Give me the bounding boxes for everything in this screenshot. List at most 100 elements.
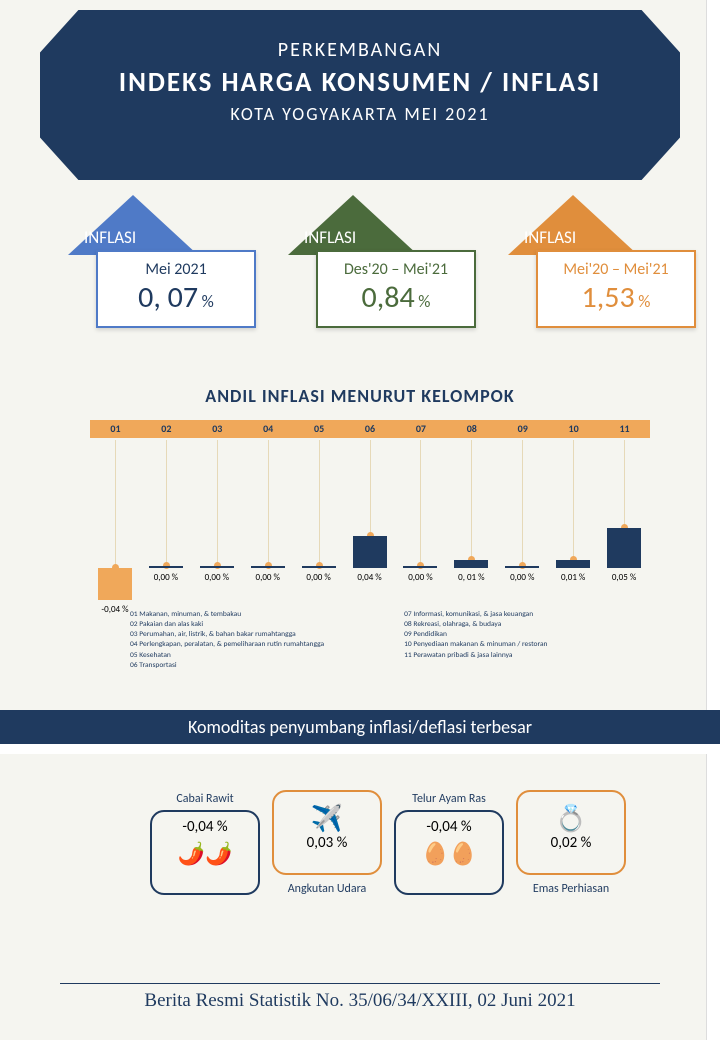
header-line2: INDEKS HARGA KONSUMEN / INFLASI (40, 66, 680, 99)
bar-column: 0,01 % (548, 438, 599, 593)
category-label: 06 (345, 420, 396, 438)
arrow-label: INFLASI (524, 227, 576, 248)
bar-stem (573, 440, 574, 558)
arrow-value: 1,53 % (538, 279, 694, 316)
bar-stem (217, 440, 218, 564)
bar-rect (353, 536, 387, 568)
legend-item: 01 Makanan, minuman, & tembakau (130, 610, 324, 620)
arrow-body: Mei'20 – Mei'211,53 % (536, 250, 696, 328)
commodity-card: 💍0,02 % (516, 790, 626, 875)
inflation-arrow-2: INFLASIMei'20 – Mei'211,53 % (500, 195, 700, 255)
bar-column: 0,00 % (294, 438, 345, 593)
chart-legend: 01 Makanan, minuman, & tembakau02 Pakaia… (130, 610, 547, 671)
chili-icon: 🌶️🌶️ (152, 840, 258, 867)
white-divider (0, 744, 720, 754)
arrow-label: INFLASI (84, 227, 136, 248)
category-label: 01 (90, 420, 141, 438)
arrow-label: INFLASI (304, 227, 356, 248)
ring-icon: 💍 (518, 802, 624, 834)
category-label: 04 (243, 420, 294, 438)
header-banner: PERKEMBANGAN INDEKS HARGA KONSUMEN / INF… (40, 10, 680, 180)
arrow-body: Des'20 – Mei'210,84 % (316, 250, 476, 328)
commodities-row: -0,04 % 🌶️🌶️ Cabai Rawit ✈️0,03 % Angkutan U… (0, 790, 720, 960)
bar-rect (302, 566, 336, 568)
bar-stem (522, 440, 523, 564)
bar-rect (505, 566, 539, 568)
bar-column: 0, 01 % (446, 438, 497, 593)
bar-stem (166, 440, 167, 564)
commodity-card: -0,04 % 🥚🥚 (394, 810, 504, 895)
bar-stem (115, 440, 116, 566)
bar-rect (454, 560, 488, 568)
bar-stem (268, 440, 269, 564)
category-label: 07 (395, 420, 446, 438)
category-label: 02 (141, 420, 192, 438)
arrow-period: Mei'20 – Mei'21 (538, 260, 694, 279)
arrow-value: 0,84 % (318, 279, 474, 316)
commodity-card: -0,04 % 🌶️🌶️ (150, 810, 260, 895)
bar-rect (251, 566, 285, 568)
arrow-period: Des'20 – Mei'21 (318, 260, 474, 279)
category-label: 05 (294, 420, 345, 438)
bar-column: -0,04 % (90, 438, 141, 593)
category-label: 08 (446, 420, 497, 438)
arrow-stats-row: INFLASIMei 20210, 07 %INFLASIDes'20 – Me… (0, 195, 720, 375)
bar-column: 0,05 % (599, 438, 650, 593)
bar-stem (624, 440, 625, 526)
bar-column: 0,00 % (243, 438, 294, 593)
category-label: 10 (548, 420, 599, 438)
legend-left: 01 Makanan, minuman, & tembakau02 Pakaia… (130, 610, 324, 671)
arrow-period: Mei 2021 (98, 260, 254, 279)
inflation-arrow-1: INFLASIDes'20 – Mei'210,84 % (280, 195, 480, 255)
bar-rect (607, 528, 641, 568)
chart-area: 0102030405060708091011 -0,04 %0,00 %0,00… (90, 420, 650, 660)
komoditas-title-band: Komoditas penyumbang inflasi/deflasi ter… (0, 710, 720, 744)
commodity-value: 0,02 % (518, 834, 624, 852)
legend-right: 07 Informasi, komunikasi, & jasa keuanga… (404, 610, 547, 671)
footer-citation: Berita Resmi Statistik No. 35/06/34/XXII… (60, 983, 660, 1012)
arrow-body: Mei 20210, 07 % (96, 250, 256, 328)
bar-column: 0,00 % (497, 438, 548, 593)
arrow-value: 0, 07 % (98, 279, 254, 316)
bar-stem (471, 440, 472, 558)
category-label: 03 (192, 420, 243, 438)
bar-column: 0,00 % (192, 438, 243, 593)
chart-plot: -0,04 %0,00 %0,00 %0,00 %0,00 %0,04 %0,0… (90, 438, 650, 593)
bar-rect (556, 560, 590, 568)
chart-title: ANDIL INFLASI MENURUT KELOMPOK (0, 385, 720, 407)
legend-item: 08 Rekreasi, olahraga, & budaya (404, 620, 547, 630)
bar-stem (319, 440, 320, 564)
bar-column: 0,04 % (345, 438, 396, 593)
legend-item: 03 Perumahan, air, listrik, & bahan baka… (130, 630, 324, 640)
bar-rect (403, 566, 437, 568)
commodity-label: Cabai Rawit (150, 792, 260, 806)
bar-stem (420, 440, 421, 564)
legend-item: 07 Informasi, komunikasi, & jasa keuanga… (404, 610, 547, 620)
commodity-value: -0,04 % (152, 818, 258, 836)
commodity-label: Emas Perhiasan (516, 882, 626, 896)
plane-icon: ✈️ (274, 802, 380, 834)
legend-item: 09 Pendidikan (404, 630, 547, 640)
legend-item: 04 Perlengkapan, peralatan, & pemelihara… (130, 640, 324, 650)
commodity-value: -0,04 % (396, 818, 502, 836)
header-line1: PERKEMBANGAN (40, 38, 680, 62)
category-strip: 0102030405060708091011 (90, 420, 650, 438)
header-line3: KOTA YOGYAKARTA MEI 2021 (40, 103, 680, 125)
legend-item: 02 Pakaian dan alas kaki (130, 620, 324, 630)
eggs-icon: 🥚🥚 (396, 840, 502, 867)
category-label: 09 (497, 420, 548, 438)
legend-item: 11 Perawatan pribadi & jasa lainnya (404, 651, 547, 661)
commodity-label: Angkutan Udara (272, 882, 382, 896)
bar-rect (98, 568, 132, 600)
inflation-arrow-0: INFLASIMei 20210, 07 % (60, 195, 260, 255)
bar-column: 0,00 % (395, 438, 446, 593)
bar-stem (370, 440, 371, 534)
bar-value-label: 0,05 % (594, 572, 654, 583)
bar-rect (200, 566, 234, 568)
commodity-card: ✈️0,03 % (272, 790, 382, 875)
legend-item: 06 Transportasi (130, 661, 324, 671)
bar-rect (149, 566, 183, 568)
category-label: 11 (599, 420, 650, 438)
bar-column: 0,00 % (141, 438, 192, 593)
legend-item: 05 Kesehatan (130, 651, 324, 661)
